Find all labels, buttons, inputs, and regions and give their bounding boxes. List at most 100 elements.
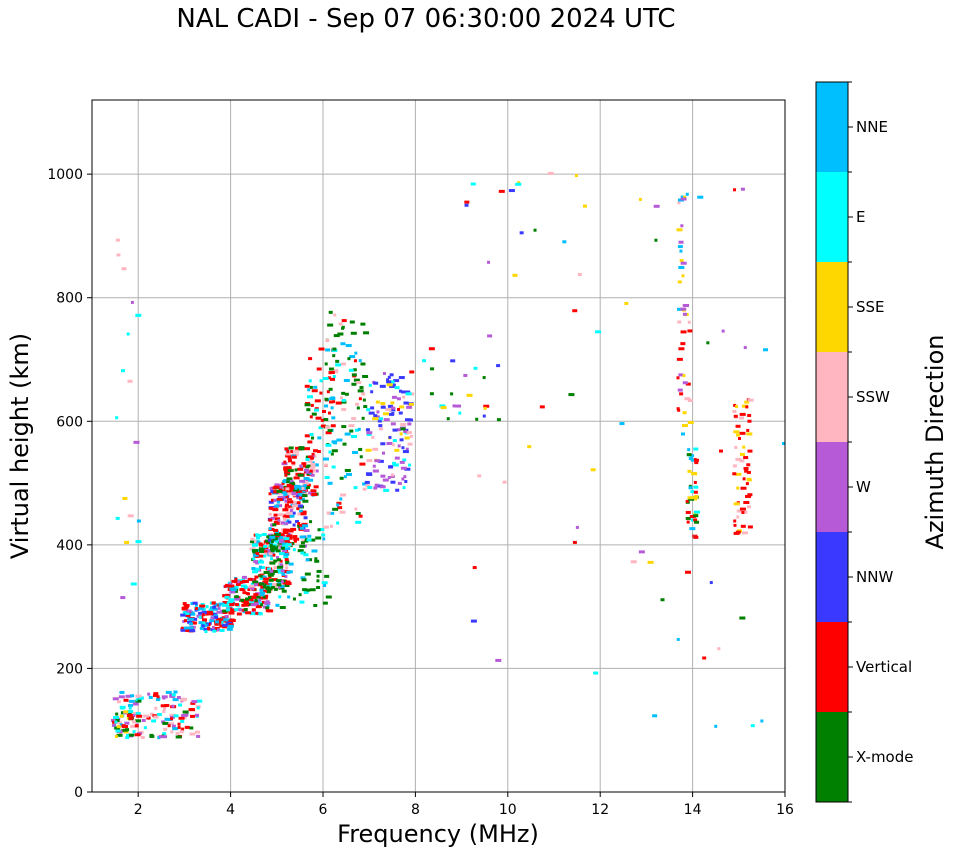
data-point [303, 477, 310, 481]
data-point [279, 559, 283, 563]
data-point [310, 403, 314, 407]
data-point [199, 604, 206, 608]
data-point [285, 454, 292, 458]
data-point [268, 506, 273, 510]
data-point [763, 348, 769, 352]
data-point [687, 469, 692, 473]
data-point [682, 411, 687, 415]
data-point [299, 496, 303, 500]
data-point [118, 725, 125, 729]
data-point [252, 557, 256, 561]
data-point [405, 431, 412, 435]
data-point [273, 499, 277, 503]
data-point [125, 736, 130, 740]
data-point [348, 368, 354, 372]
data-point [405, 390, 411, 394]
data-point [362, 487, 367, 491]
data-point [180, 626, 184, 630]
data-point [371, 435, 375, 439]
data-point [249, 584, 256, 588]
data-point [690, 490, 695, 494]
data-point [217, 628, 221, 632]
data-point [323, 584, 327, 588]
data-point [399, 438, 404, 442]
data-point [283, 460, 287, 464]
data-point [278, 552, 285, 556]
data-point [278, 586, 285, 590]
data-point [130, 694, 135, 698]
data-point [694, 458, 700, 462]
data-point [284, 473, 288, 477]
data-point [259, 588, 265, 592]
data-point [473, 366, 478, 370]
data-point [280, 563, 284, 567]
data-point [390, 422, 396, 426]
data-point [211, 612, 218, 616]
colorbar-tick-label: NNE [856, 118, 888, 136]
data-point [577, 273, 582, 277]
data-point [353, 378, 360, 382]
data-point [173, 690, 178, 694]
data-point [277, 513, 284, 517]
data-point [190, 714, 196, 718]
data-point [267, 573, 274, 577]
data-point [401, 446, 405, 450]
data-point [341, 391, 346, 395]
data-point [324, 404, 329, 408]
data-point [268, 512, 272, 516]
data-point [300, 541, 305, 545]
data-point [781, 441, 785, 445]
data-point [739, 431, 746, 435]
data-point [360, 322, 366, 326]
data-point [227, 604, 231, 608]
y-tick-label: 800 [56, 291, 83, 307]
data-point [365, 484, 371, 488]
data-point [324, 574, 330, 578]
data-point [281, 462, 288, 466]
data-point [234, 597, 241, 601]
data-point [687, 421, 694, 425]
data-point [539, 405, 545, 409]
data-point [747, 419, 752, 423]
data-point [265, 587, 271, 591]
data-point [268, 492, 272, 496]
data-point [222, 623, 229, 627]
data-point [735, 433, 740, 437]
data-point [294, 493, 299, 497]
data-point [284, 539, 290, 543]
data-point [239, 580, 244, 584]
data-point [351, 373, 357, 377]
data-point [128, 699, 135, 703]
data-point [400, 427, 406, 431]
data-point [304, 384, 310, 388]
data-point [372, 464, 376, 468]
data-point [630, 560, 637, 564]
colorbar-segment [816, 82, 848, 172]
data-point [299, 489, 306, 493]
data-point [746, 432, 753, 436]
data-point [136, 714, 143, 718]
data-point [693, 480, 697, 484]
data-point [452, 404, 456, 408]
data-point [182, 602, 187, 606]
data-point [372, 469, 379, 473]
data-point [257, 601, 263, 605]
data-point [327, 323, 334, 327]
data-point [273, 587, 278, 591]
data-point [378, 427, 383, 431]
data-point [676, 376, 680, 380]
data-point [408, 463, 412, 467]
data-point [234, 577, 238, 581]
data-point [274, 545, 281, 549]
data-point [307, 464, 312, 468]
data-point [252, 553, 256, 557]
data-point [235, 595, 239, 599]
data-point [143, 714, 150, 718]
data-point [401, 477, 405, 481]
data-point [684, 397, 691, 401]
y-tick-label: 1000 [47, 167, 83, 183]
data-point [746, 463, 751, 467]
data-point [304, 468, 310, 472]
data-point [282, 581, 286, 585]
data-point [359, 386, 364, 390]
